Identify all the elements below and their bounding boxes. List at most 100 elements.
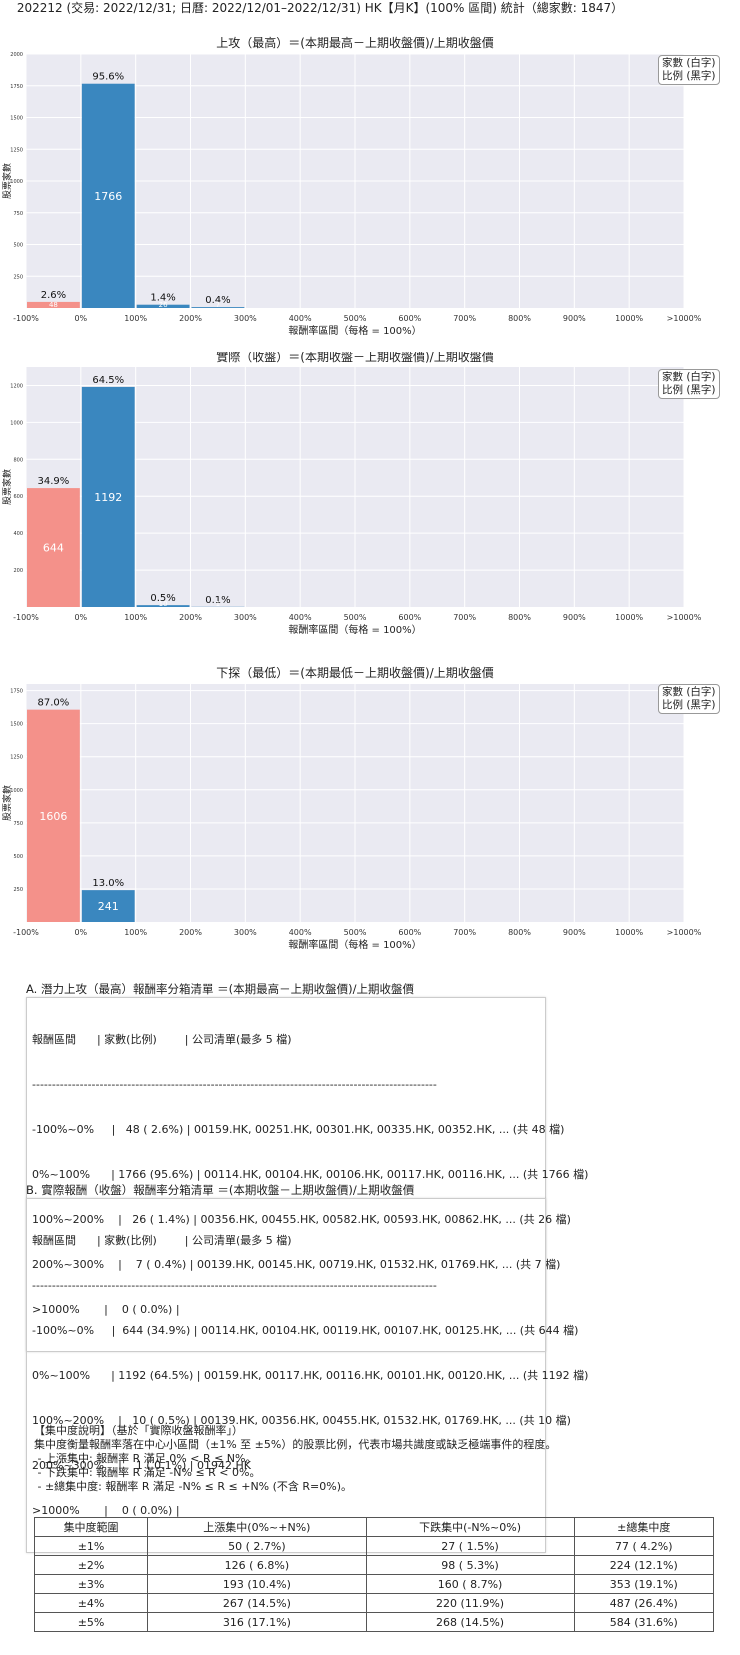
table-cell: ±3% xyxy=(33,1574,149,1594)
y-tick-label: 600 xyxy=(13,494,23,500)
bar-percent-label: 0.4% xyxy=(205,295,230,306)
y-tick-label: 250 xyxy=(13,887,23,893)
bar-count-label: 10 xyxy=(159,600,168,608)
column-header: 集中度範圍 xyxy=(33,1517,149,1537)
list-a: A. 潛力上攻（最高）報酬率分箱清單 ＝(本期最高－上期收盤價)/上期收盤價 報… xyxy=(26,982,588,1352)
bar-percent-label: 2.6% xyxy=(41,290,66,301)
bar-percent-label: 1.4% xyxy=(150,293,175,304)
chart-actual: 實際（收盤）＝(本期收盤－上期收盤價)/上期收盤價 -100% 0% 100% 200%… xyxy=(1,352,702,636)
x-tick-label: 800% xyxy=(508,928,531,937)
x-tick-label: 100% xyxy=(124,314,147,323)
bar-count-label: 1766 xyxy=(94,190,122,203)
bar xyxy=(136,605,190,607)
bar-percent-label: 64.5% xyxy=(92,375,124,386)
list-a-box: 報酬區間 | 家數(比例) | 公司清單(最多 5 檔) -----------… xyxy=(26,997,588,1352)
y-tick-label: 200 xyxy=(13,568,23,574)
bar-percent-label: 95.6% xyxy=(92,72,124,83)
y-axis-label: 股票家數 xyxy=(1,469,13,505)
bar-count-label: 241 xyxy=(98,900,119,913)
bar-count-label: 26 xyxy=(159,301,168,309)
x-tick-label: 700% xyxy=(453,613,476,622)
y-tick-label: 1000 xyxy=(10,179,23,185)
table-cell: ±2% xyxy=(33,1555,149,1575)
y-axis-label: 股票家數 xyxy=(1,785,13,821)
note-line: - ±總集中度: 報酬率 R 滿足 -N% ≤ R ≤ +N% (不含 R=0%… xyxy=(34,1480,353,1493)
table-cell: 50 ( 2.7%) xyxy=(147,1536,367,1556)
table-cell: 268 (14.5%) xyxy=(365,1612,575,1632)
y-tick-label: 800 xyxy=(13,457,23,463)
x-tick-label: >1000% xyxy=(667,314,702,323)
table-cell: 584 (31.6%) xyxy=(573,1612,715,1632)
y-tick-label: 500 xyxy=(13,854,23,860)
chart-legend: 家數 (白字) 比例 (黑字) xyxy=(658,684,720,714)
table-cell: ±4% xyxy=(33,1593,149,1613)
list-b-separator: ----------------------------------------… xyxy=(32,1279,437,1292)
table-cell: ±1% xyxy=(33,1536,149,1556)
bar-percent-label: 0.5% xyxy=(150,593,175,604)
column-header: 上漲集中(0%~+N%) xyxy=(147,1517,367,1537)
list-b: B. 實際報酬（收盤）報酬率分箱清單 ＝(本期收盤－上期收盤價)/上期收盤價 報… xyxy=(26,1183,589,1553)
table-cell: 316 (17.1%) xyxy=(147,1612,367,1632)
bar-count-label: 644 xyxy=(43,542,64,555)
y-tick-label: 1250 xyxy=(10,755,23,761)
list-row: 200%~300% | 1 ( 0.1%) | 01942.HK xyxy=(32,1459,251,1472)
note-line: 集中度衡量報酬率落在中心小區間（±1% 至 ±5%）的股票比例，代表市場共識度或… xyxy=(34,1438,557,1451)
table-cell: 126 ( 6.8%) xyxy=(147,1555,367,1575)
column-header: ±總集中度 xyxy=(573,1517,715,1537)
x-tick-label: 400% xyxy=(289,928,312,937)
x-tick-label: 600% xyxy=(398,613,421,622)
legend-count-label: 家數 (白字) xyxy=(662,371,716,383)
bar-count-label: 1 xyxy=(216,600,220,608)
table-row: ±4% 267 (14.5%) 220 (11.9%) 487 (26.4%) xyxy=(33,1593,715,1613)
y-tick-label: 750 xyxy=(13,211,23,217)
x-tick-label: -100% xyxy=(13,928,39,937)
x-tick-label: 900% xyxy=(563,613,586,622)
bar xyxy=(191,307,245,308)
x-tick-label: -100% xyxy=(13,613,39,622)
x-tick-label: 0% xyxy=(74,928,87,937)
list-row: 200%~300% | 7 ( 0.4%) | 00139.HK, 00145.… xyxy=(32,1258,561,1271)
bar xyxy=(27,488,80,607)
x-tick-label: 1000% xyxy=(615,928,643,937)
bar-percent-label: 87.0% xyxy=(38,698,70,709)
x-tick-label: -100% xyxy=(13,314,39,323)
x-tick-label: 300% xyxy=(234,314,257,323)
list-a-title: A. 潛力上攻（最高）報酬率分箱清單 ＝(本期最高－上期收盤價)/上期收盤價 xyxy=(26,982,414,996)
x-tick-label: 1000% xyxy=(615,314,643,323)
legend-ratio-label: 比例 (黑字) xyxy=(662,70,716,82)
chart-downside: 下探（最低）＝(本期最低－上期收盤價)/上期收盤價 -100% 0% 100% 200%… xyxy=(1,666,702,951)
x-tick-label: 100% xyxy=(124,928,147,937)
table-row: ±5% 316 (17.1%) 268 (14.5%) 584 (31.6%) xyxy=(33,1612,715,1632)
y-tick-label: 1500 xyxy=(10,116,23,122)
y-tick-label: 1750 xyxy=(10,84,23,90)
page-title: 202212 (交易: 2022/12/31; 日曆: 2022/12/01–2… xyxy=(16,1,624,15)
list-row: 0%~100% | 1192 (64.5%) | 00159.HK, 00117… xyxy=(32,1369,589,1382)
y-tick-label: 750 xyxy=(13,821,23,827)
y-tick-label: 1200 xyxy=(10,383,23,389)
table-cell: 224 (12.1%) xyxy=(573,1555,715,1575)
y-tick-label: 1250 xyxy=(10,147,23,153)
list-row: 100%~200% | 26 ( 1.4%) | 00356.HK, 00455… xyxy=(32,1213,571,1226)
y-tick-label: 250 xyxy=(13,274,23,280)
x-tick-label: 900% xyxy=(563,928,586,937)
chart-title: 實際（收盤）＝(本期收盤－上期收盤價)/上期收盤價 xyxy=(216,352,493,364)
x-tick-label: 600% xyxy=(398,928,421,937)
x-tick-label: 500% xyxy=(344,928,367,937)
list-a-separator: ----------------------------------------… xyxy=(32,1078,437,1091)
x-tick-label: 400% xyxy=(289,314,312,323)
list-row: -100%~0% | 644 (34.9%) | 00114.HK, 00104… xyxy=(32,1324,579,1337)
y-tick-label: 1500 xyxy=(10,722,23,728)
note-line: - 下跌集中: 報酬率 R 滿足 -N% ≤ R < 0%。 xyxy=(34,1466,261,1479)
note-line: - 上漲集中: 報酬率 R 滿足 0% < R ≤ N%。 xyxy=(34,1452,257,1465)
chart-legend: 家數 (白字) 比例 (黑字) xyxy=(658,55,720,85)
x-tick-label: 800% xyxy=(508,613,531,622)
bar-count-label: 7 xyxy=(216,301,220,309)
bar xyxy=(81,890,135,922)
x-tick-label: 900% xyxy=(563,314,586,323)
x-tick-label: 800% xyxy=(508,314,531,323)
x-tick-label: 200% xyxy=(179,928,202,937)
x-tick-label: 300% xyxy=(234,928,257,937)
list-b-title: B. 實際報酬（收盤）報酬率分箱清單 ＝(本期收盤－上期收盤價)/上期收盤價 xyxy=(26,1183,415,1197)
y-tick-label: 500 xyxy=(13,243,23,249)
y-axis-label: 股票家數 xyxy=(1,163,13,199)
